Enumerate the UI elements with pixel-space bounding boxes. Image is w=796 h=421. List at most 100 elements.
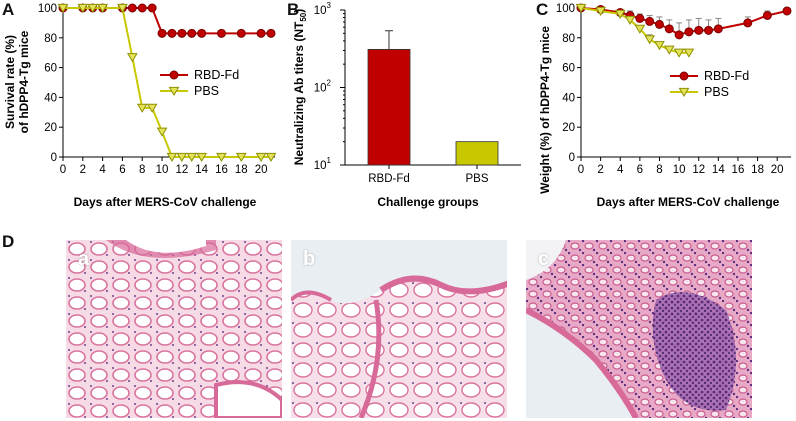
- pbs-marker: [614, 9, 626, 19]
- micrograph-b: b: [291, 240, 507, 418]
- rbd-marker: [137, 3, 147, 13]
- pbs-marker: [634, 24, 646, 34]
- rbd-marker: [704, 25, 714, 35]
- legend-marker-rbd: [169, 70, 179, 80]
- series-line-rbd-fd: [580, 7, 788, 36]
- micrograph-a: a: [66, 240, 282, 418]
- pbs-marker: [57, 3, 69, 14]
- y-tick-exp: 1: [327, 156, 332, 165]
- pbs-marker: [624, 15, 636, 25]
- y-tick-base: 10: [314, 83, 327, 95]
- lung-tissue-image-b: [291, 240, 507, 418]
- pbs-marker: [176, 152, 188, 163]
- pbs-marker: [196, 152, 208, 163]
- pbs-marker: [595, 6, 606, 17]
- rbd-marker: [256, 28, 266, 38]
- pbs-marker: [235, 152, 247, 163]
- y-tick-label: 20: [44, 122, 57, 134]
- rbd-marker: [187, 28, 197, 38]
- panel-letter-c: C: [536, 0, 549, 19]
- y-tick-base: 10: [314, 160, 327, 172]
- rbd-marker: [157, 28, 167, 38]
- rbd-marker: [654, 19, 664, 29]
- rbd-marker: [177, 28, 187, 38]
- y-tick-label: 80: [44, 33, 57, 45]
- pbs-marker: [575, 3, 587, 14]
- y-axis-title-main: Neutralizing Ab titers (NT: [292, 21, 306, 165]
- rbd-marker: [664, 24, 674, 34]
- micrograph-label-a: a: [78, 248, 90, 270]
- y-tick-label: 101: [314, 156, 332, 172]
- pbs-marker: [126, 53, 138, 63]
- titer-bar-chart: Neutralizing Ab titers (NT50) Challenge …: [292, 1, 521, 209]
- rbd-marker: [147, 3, 157, 13]
- micrograph-label-b: b: [303, 248, 316, 270]
- pbs-marker: [654, 41, 665, 51]
- y-tick-label: 20: [562, 122, 575, 134]
- rbd-marker: [674, 30, 684, 40]
- y-tick-label: 0: [51, 152, 57, 164]
- pbs-marker: [265, 152, 277, 163]
- panel-letter-b: B: [287, 0, 300, 19]
- pbs-marker: [644, 35, 656, 45]
- x-tick-label: 18: [235, 164, 248, 176]
- legend-marker-pbs: [168, 86, 180, 97]
- y-tick-label: 100: [556, 3, 575, 15]
- x-axis-title: Days after MERS-CoV challenge: [74, 195, 257, 209]
- pbs-marker: [216, 152, 227, 163]
- panel-letter-a: A: [2, 0, 15, 19]
- y-tick-label: 40: [562, 92, 575, 104]
- rbd-marker: [694, 25, 704, 35]
- y-tick-exp: 3: [327, 1, 332, 10]
- y-axis-title: Weight (%) of hDPP4-Tg mice: [538, 26, 552, 194]
- y-axis-title-sub: 50: [299, 12, 308, 21]
- pbs-marker: [97, 3, 108, 14]
- rbd-marker: [645, 16, 655, 26]
- rbd-marker: [127, 3, 137, 13]
- rbd-marker: [635, 13, 645, 23]
- x-tick-label: 2: [80, 164, 86, 176]
- x-tick-label: PBS: [465, 173, 488, 185]
- survival-chart: Survival rate (%) of hDPP4-Tg mice Days …: [3, 3, 277, 209]
- bar-rbd-fd: [367, 49, 411, 166]
- legend-label: PBS: [704, 85, 729, 99]
- panel-letter-d: D: [2, 232, 15, 251]
- x-tick-label: 8: [139, 164, 145, 176]
- rbd-marker: [216, 28, 226, 38]
- bar-pbs: [455, 141, 499, 166]
- pbs-marker: [255, 152, 267, 163]
- legend-label: RBD-Fd: [194, 68, 239, 82]
- x-tick-label: 4: [617, 164, 624, 176]
- pbs-marker: [77, 3, 89, 14]
- y-tick-base: 10: [314, 5, 327, 17]
- y-tick-label: 0: [569, 152, 575, 164]
- rbd-marker: [266, 28, 276, 38]
- lung-tissue-image-c: [526, 240, 752, 418]
- x-tick-label: 10: [673, 164, 686, 176]
- x-tick-label: 14: [712, 164, 725, 176]
- pbs-marker: [186, 152, 198, 163]
- pbs-marker: [683, 48, 695, 58]
- rbd-marker: [684, 27, 694, 37]
- y-axis-title-line2: of hDPP4-Tg mice: [17, 30, 31, 133]
- lung-tissue-image-a: [66, 240, 282, 418]
- x-tick-label: 6: [637, 164, 643, 176]
- rbd-marker: [167, 28, 177, 38]
- legend-marker-rbd: [679, 71, 689, 81]
- x-tick-label: 12: [175, 164, 188, 176]
- y-tick-label: 60: [562, 63, 575, 75]
- series-line-pbs: [580, 7, 689, 54]
- y-axis-title: Neutralizing Ab titers (NT50): [292, 9, 308, 165]
- pbs-marker: [156, 127, 168, 137]
- pbs-marker: [136, 103, 148, 113]
- y-tick-label: 102: [314, 79, 332, 95]
- x-tick-label: 6: [119, 164, 125, 176]
- rbd-marker: [743, 18, 753, 28]
- pbs-marker: [87, 3, 99, 14]
- rbd-marker: [197, 28, 207, 38]
- legend-label: RBD-Fd: [704, 69, 749, 83]
- rbd-marker: [762, 10, 772, 20]
- rbd-marker: [782, 6, 792, 16]
- x-tick-label: 8: [656, 164, 662, 176]
- y-tick-label: 40: [44, 92, 57, 104]
